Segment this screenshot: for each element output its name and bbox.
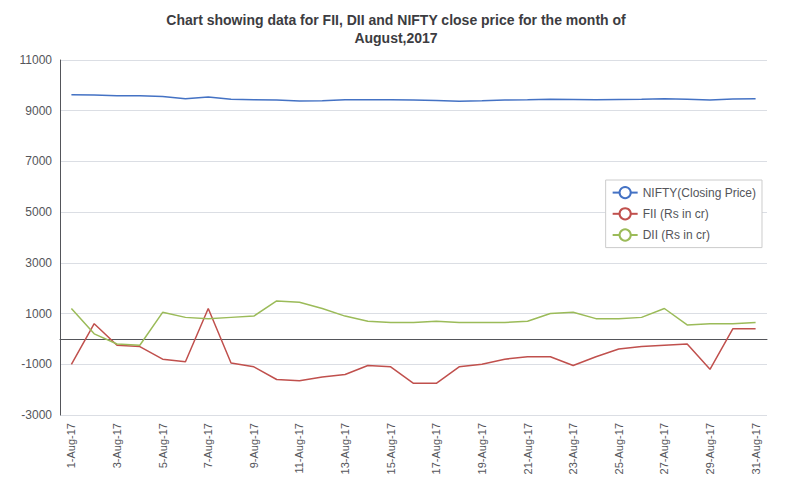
svg-text:1000: 1000 <box>25 307 52 321</box>
svg-text:5-Aug-17: 5-Aug-17 <box>157 423 169 468</box>
svg-text:August,2017: August,2017 <box>354 30 437 46</box>
svg-text:DII (Rs in cr): DII (Rs in cr) <box>643 228 710 242</box>
svg-text:3-Aug-17: 3-Aug-17 <box>111 423 123 468</box>
svg-text:9-Aug-17: 9-Aug-17 <box>248 423 260 468</box>
svg-text:11000: 11000 <box>20 53 53 67</box>
svg-text:31-Aug-17: 31-Aug-17 <box>750 423 762 474</box>
svg-text:23-Aug-17: 23-Aug-17 <box>567 423 579 474</box>
svg-text:21-Aug-17: 21-Aug-17 <box>522 423 534 474</box>
svg-text:9000: 9000 <box>25 104 52 118</box>
svg-text:-3000: -3000 <box>21 408 52 422</box>
svg-text:11-Aug-17: 11-Aug-17 <box>293 423 305 474</box>
svg-text:17-Aug-17: 17-Aug-17 <box>430 423 442 474</box>
svg-text:15-Aug-17: 15-Aug-17 <box>385 423 397 474</box>
svg-text:13-Aug-17: 13-Aug-17 <box>339 423 351 474</box>
svg-text:Chart showing data for FII, DI: Chart showing data for FII, DII and NIFT… <box>166 12 626 28</box>
svg-text:3000: 3000 <box>25 256 52 270</box>
svg-text:7000: 7000 <box>25 154 52 168</box>
svg-text:25-Aug-17: 25-Aug-17 <box>613 423 625 474</box>
svg-text:7-Aug-17: 7-Aug-17 <box>202 423 214 468</box>
svg-text:29-Aug-17: 29-Aug-17 <box>704 423 716 474</box>
svg-text:27-Aug-17: 27-Aug-17 <box>658 423 670 474</box>
svg-text:1-Aug-17: 1-Aug-17 <box>65 423 77 468</box>
svg-text:19-Aug-17: 19-Aug-17 <box>476 423 488 474</box>
svg-text:FII (Rs in cr): FII (Rs in cr) <box>643 207 709 221</box>
svg-text:-1000: -1000 <box>21 357 52 371</box>
svg-text:5000: 5000 <box>25 205 52 219</box>
svg-text:NIFTY(Closing Price): NIFTY(Closing Price) <box>643 186 756 200</box>
